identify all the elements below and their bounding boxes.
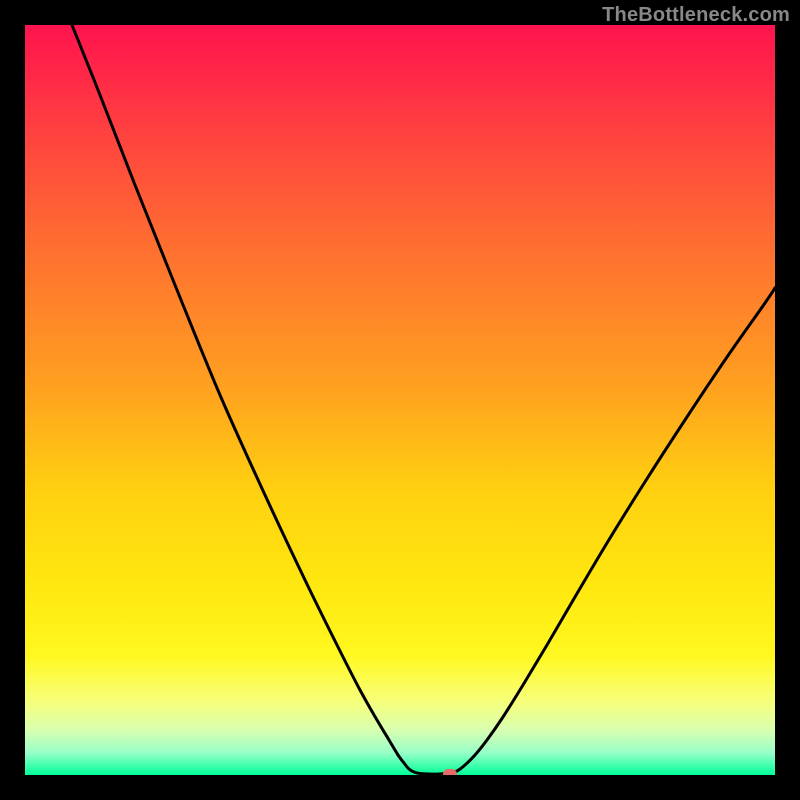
bottleneck-chart [25, 25, 775, 775]
watermark-text: TheBottleneck.com [602, 4, 790, 27]
plot-area [25, 25, 775, 775]
gradient-background [25, 25, 775, 775]
chart-frame: TheBottleneck.com [0, 0, 800, 800]
